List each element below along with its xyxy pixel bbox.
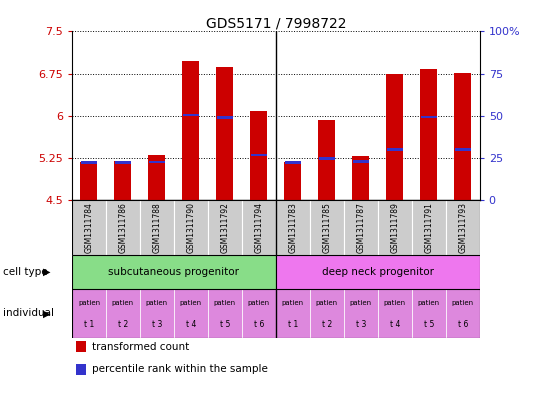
Text: patien: patien [350, 299, 372, 306]
Bar [310, 289, 344, 338]
Bar [115, 161, 132, 200]
Text: GSM1311791: GSM1311791 [424, 202, 433, 253]
Bar [81, 162, 97, 164]
Bar [251, 154, 267, 156]
Bar [80, 162, 98, 200]
Bar [72, 255, 276, 289]
Text: patien: patien [384, 299, 406, 306]
Text: transformed count: transformed count [92, 342, 190, 352]
Title: GDS5171 / 7998722: GDS5171 / 7998722 [206, 16, 346, 30]
Text: t 3: t 3 [356, 320, 366, 329]
Bar [378, 289, 411, 338]
Bar [420, 69, 437, 200]
Bar [251, 112, 268, 200]
Text: patien: patien [146, 299, 168, 306]
Text: t 2: t 2 [322, 320, 332, 329]
Text: ▶: ▶ [43, 309, 51, 318]
Bar [76, 341, 86, 352]
Text: t 2: t 2 [118, 320, 128, 329]
Bar [344, 289, 378, 338]
Bar [106, 289, 140, 338]
Text: patien: patien [316, 299, 338, 306]
Text: patien: patien [112, 299, 134, 306]
Text: patien: patien [180, 299, 202, 306]
Bar [352, 156, 369, 200]
Text: GSM1311792: GSM1311792 [220, 202, 229, 253]
Bar [242, 289, 276, 338]
Text: t 1: t 1 [84, 320, 94, 329]
Text: percentile rank within the sample: percentile rank within the sample [92, 364, 268, 374]
Text: cell type: cell type [3, 267, 47, 277]
Text: patien: patien [451, 299, 474, 306]
Bar [276, 255, 480, 289]
Bar [183, 114, 199, 116]
Text: GSM1311789: GSM1311789 [390, 202, 399, 253]
Bar [454, 73, 471, 200]
Text: patien: patien [282, 299, 304, 306]
Bar [217, 116, 233, 119]
Bar [148, 155, 165, 200]
Bar [276, 200, 310, 255]
Text: GSM1311790: GSM1311790 [187, 202, 196, 253]
Bar [386, 149, 403, 151]
Text: t 6: t 6 [457, 320, 468, 329]
Bar [149, 161, 165, 163]
Bar [276, 289, 310, 338]
Bar [174, 289, 208, 338]
Text: GSM1311784: GSM1311784 [84, 202, 93, 253]
Bar [411, 289, 446, 338]
Bar [411, 200, 446, 255]
Bar [318, 120, 335, 200]
Text: GSM1311783: GSM1311783 [288, 202, 297, 253]
Text: t 1: t 1 [288, 320, 298, 329]
Bar [353, 160, 369, 163]
Bar [76, 364, 86, 375]
Bar [208, 289, 242, 338]
Text: t 4: t 4 [390, 320, 400, 329]
Text: patien: patien [78, 299, 100, 306]
Text: patien: patien [214, 299, 236, 306]
Text: GSM1311788: GSM1311788 [152, 202, 161, 253]
Bar [115, 162, 131, 164]
Bar [140, 289, 174, 338]
Bar [285, 162, 301, 164]
Bar [455, 149, 471, 151]
Text: t 5: t 5 [220, 320, 230, 329]
Text: individual: individual [3, 309, 54, 318]
Bar [242, 200, 276, 255]
Text: deep neck progenitor: deep neck progenitor [322, 267, 434, 277]
Bar [319, 158, 335, 160]
Text: t 6: t 6 [254, 320, 264, 329]
Text: t 4: t 4 [185, 320, 196, 329]
Bar [140, 200, 174, 255]
Text: t 5: t 5 [424, 320, 434, 329]
Bar [174, 200, 208, 255]
Bar [421, 116, 437, 118]
Bar [72, 289, 106, 338]
Text: ▶: ▶ [43, 267, 51, 277]
Bar [378, 200, 411, 255]
Bar [446, 200, 480, 255]
Text: t 3: t 3 [152, 320, 162, 329]
Text: patien: patien [248, 299, 270, 306]
Bar [72, 200, 106, 255]
Text: GSM1311786: GSM1311786 [118, 202, 127, 253]
Bar [386, 73, 403, 200]
Bar [208, 200, 242, 255]
Text: subcutaneous progenitor: subcutaneous progenitor [108, 267, 239, 277]
Bar [310, 200, 344, 255]
Text: GSM1311787: GSM1311787 [356, 202, 365, 253]
Text: patien: patien [418, 299, 440, 306]
Text: GSM1311794: GSM1311794 [254, 202, 263, 253]
Bar [216, 67, 233, 200]
Bar [284, 162, 301, 200]
Bar [446, 289, 480, 338]
Bar [344, 200, 378, 255]
Bar [106, 200, 140, 255]
Text: GSM1311793: GSM1311793 [458, 202, 467, 253]
Text: GSM1311785: GSM1311785 [322, 202, 332, 253]
Bar [182, 61, 199, 200]
